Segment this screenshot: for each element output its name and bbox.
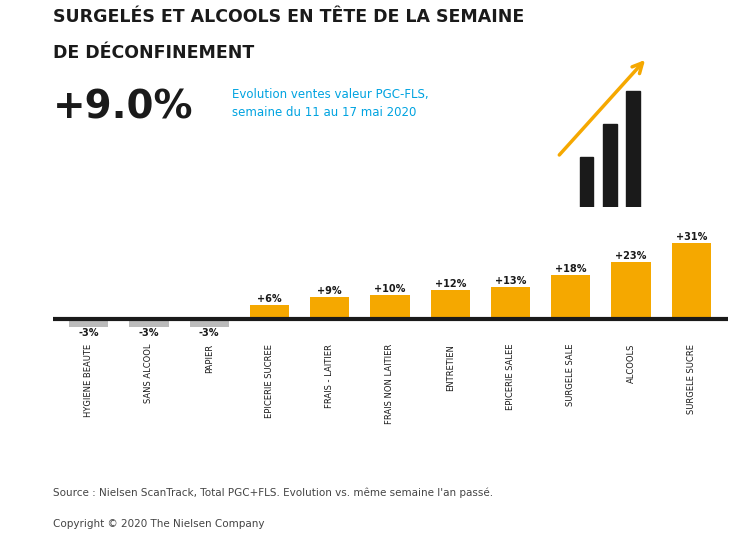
Text: -3%: -3% — [199, 328, 220, 338]
Text: +9.0%: +9.0% — [53, 88, 193, 126]
Bar — [129, 320, 169, 327]
Text: n: n — [693, 12, 703, 25]
Text: SURGELE SALE: SURGELE SALE — [566, 344, 575, 407]
Bar — [672, 242, 711, 320]
Text: Source : Nielsen ScanTrack, Total PGC+FLS. Evolution vs. même semaine l'an passé: Source : Nielsen ScanTrack, Total PGC+FL… — [53, 488, 493, 498]
Text: EPICERIE SALEE: EPICERIE SALEE — [506, 344, 515, 410]
Bar — [310, 297, 350, 320]
Bar — [603, 124, 616, 207]
Text: +12%: +12% — [434, 279, 466, 289]
Text: +31%: +31% — [676, 231, 707, 242]
Bar — [626, 91, 640, 207]
Text: -3%: -3% — [139, 328, 159, 338]
Text: Copyright © 2020 The Nielsen Company: Copyright © 2020 The Nielsen Company — [53, 519, 264, 529]
Text: Evolution ventes valeur PGC-FLS,
semaine du 11 au 17 mai 2020: Evolution ventes valeur PGC-FLS, semaine… — [232, 88, 429, 119]
Text: +13%: +13% — [495, 276, 526, 286]
Text: +6%: +6% — [257, 294, 282, 304]
Text: -3%: -3% — [79, 328, 99, 338]
Text: SURGELE SUCRE: SURGELE SUCRE — [687, 344, 696, 414]
Bar — [551, 275, 590, 320]
Text: ALCOOLS: ALCOOLS — [626, 344, 635, 383]
Text: HYGIENE BEAUTE: HYGIENE BEAUTE — [84, 344, 93, 417]
Text: DE DÉCONFINEMENT: DE DÉCONFINEMENT — [53, 44, 254, 62]
Bar — [491, 287, 530, 320]
Bar — [190, 320, 229, 327]
Text: PAPIER: PAPIER — [205, 344, 214, 373]
Text: FRAIS - LAITIER: FRAIS - LAITIER — [326, 344, 334, 408]
Text: ENTRETIEN: ENTRETIEN — [446, 344, 454, 391]
Bar — [430, 290, 470, 320]
Text: +23%: +23% — [616, 251, 646, 262]
Bar — [69, 320, 108, 327]
Bar — [370, 295, 410, 320]
Text: +18%: +18% — [555, 264, 586, 274]
Bar — [580, 157, 593, 207]
Text: SURGELÉS ET ALCOOLS EN TÊTE DE LA SEMAINE: SURGELÉS ET ALCOOLS EN TÊTE DE LA SEMAIN… — [53, 8, 524, 26]
Text: SANS ALCOOL: SANS ALCOOL — [145, 344, 154, 403]
Text: FRAIS NON LAITIER: FRAIS NON LAITIER — [386, 344, 394, 424]
Bar — [250, 305, 289, 320]
Text: +9%: +9% — [317, 286, 342, 296]
Text: EPICERIE SUCREE: EPICERIE SUCREE — [265, 344, 274, 418]
Text: +10%: +10% — [374, 284, 406, 294]
Bar — [611, 262, 651, 320]
